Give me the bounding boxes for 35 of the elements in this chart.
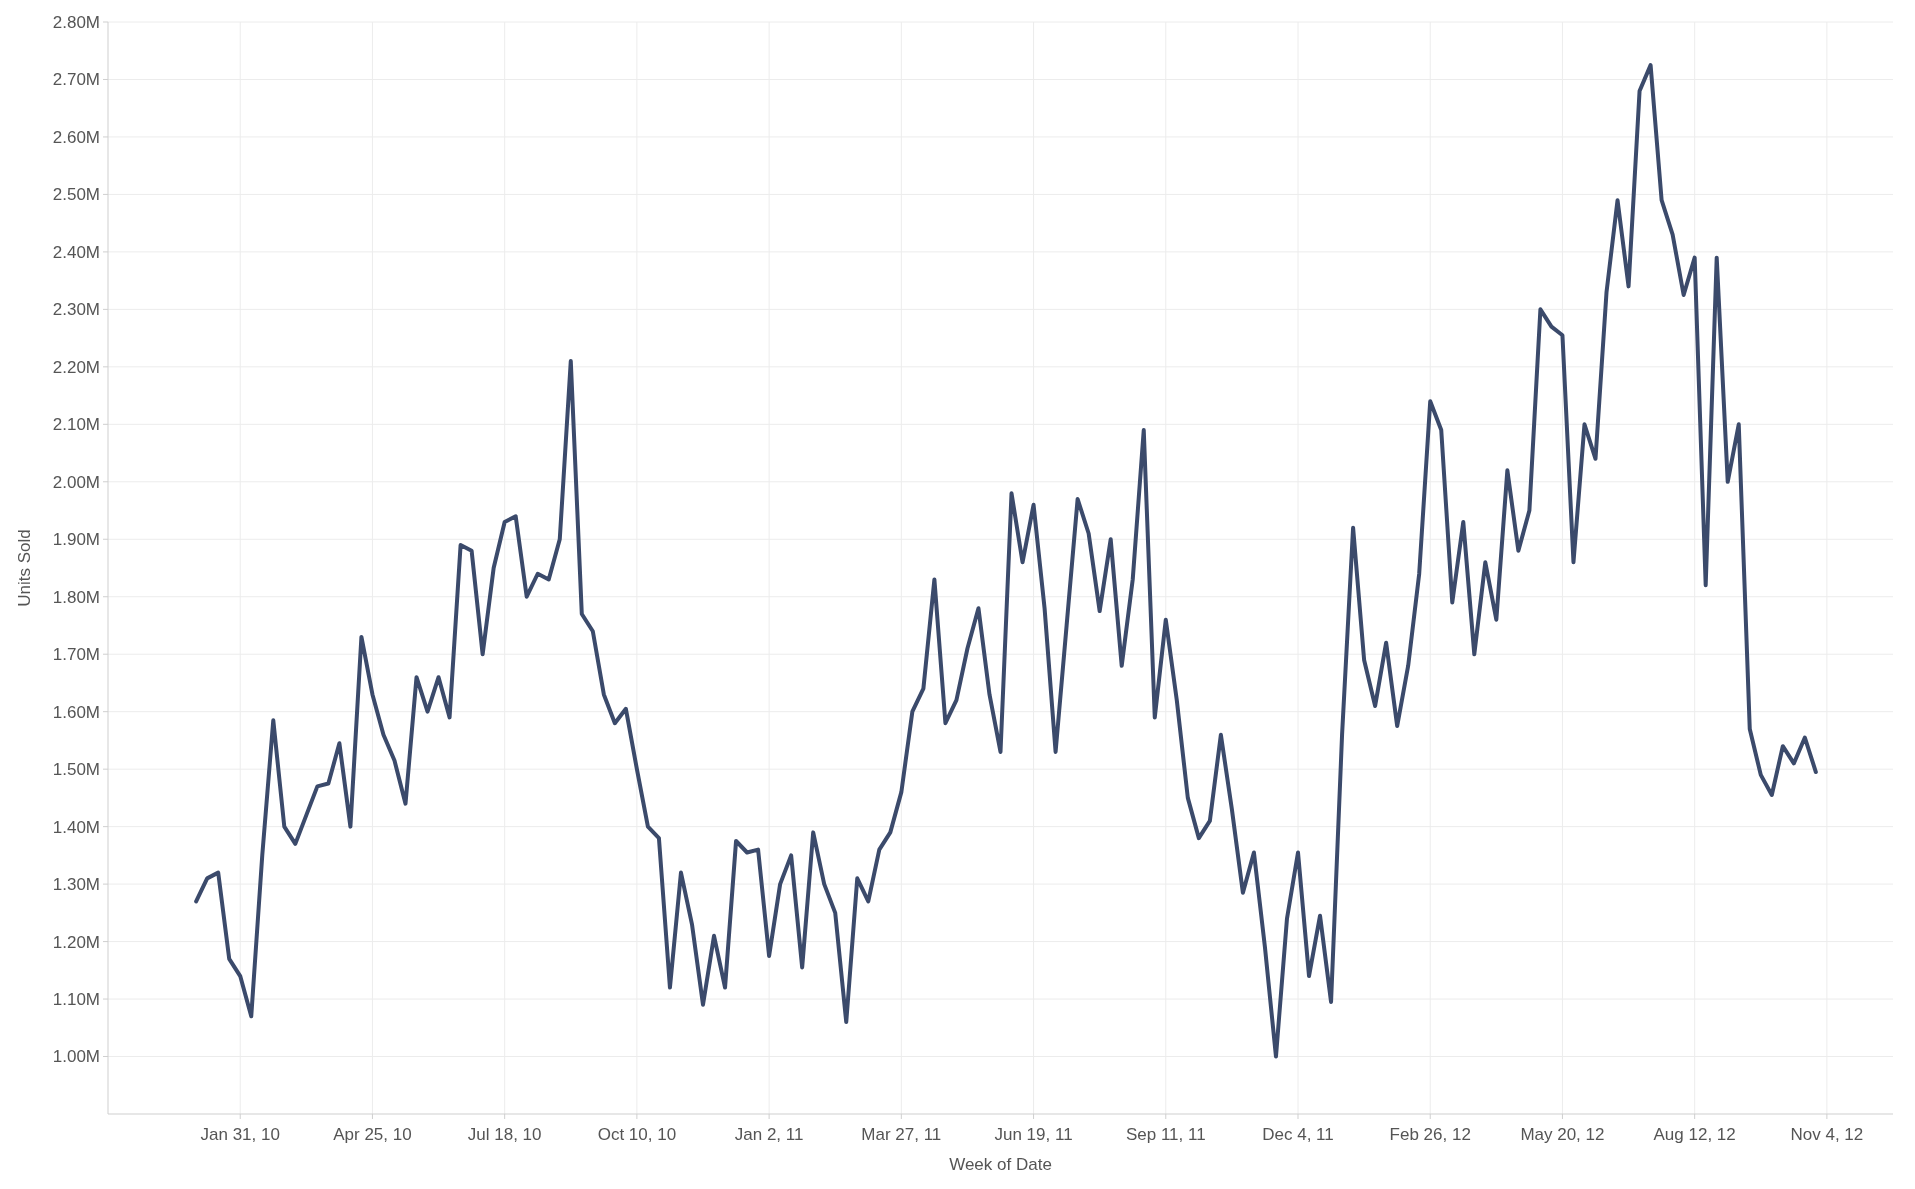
- y-tick-label: 1.50M: [52, 760, 100, 780]
- y-tick-label: 2.60M: [52, 127, 100, 147]
- y-tick-label: 2.70M: [52, 70, 100, 90]
- y-tick-label: 1.70M: [52, 645, 100, 665]
- x-tick-label: Nov 4, 12: [1790, 1125, 1864, 1144]
- y-tick-label: 1.10M: [52, 990, 100, 1009]
- x-tick-label: Jul 18, 10: [467, 1125, 542, 1144]
- x-axis-title: Week of Date: [949, 1155, 1052, 1174]
- x-tick-label: Dec 4, 11: [1262, 1125, 1334, 1144]
- x-tick-label: Jan 2, 11: [734, 1125, 804, 1144]
- y-tick-label: 1.00M: [52, 1047, 100, 1067]
- y-tick-label: 1.60M: [52, 702, 100, 722]
- y-tick-label: 2.20M: [52, 357, 100, 377]
- x-tick-label: Feb 26, 12: [1389, 1125, 1471, 1144]
- y-tick-label: 1.80M: [52, 587, 100, 607]
- y-axis-title: Units Sold: [15, 529, 34, 607]
- x-tick-label: May 20, 12: [1520, 1125, 1605, 1144]
- x-tick-label: Mar 27, 11: [861, 1125, 942, 1144]
- y-tick-label: 2.30M: [52, 300, 100, 320]
- y-tick-label: 1.30M: [52, 875, 100, 895]
- y-tick-label: 2.10M: [52, 415, 100, 435]
- y-tick-label: 1.90M: [52, 530, 100, 550]
- x-tick-label: Oct 10, 10: [597, 1125, 677, 1144]
- y-tick-label: 2.50M: [52, 185, 100, 205]
- x-tick-label: Aug 12, 12: [1653, 1125, 1736, 1144]
- x-tick-label: Jan 31, 10: [200, 1125, 280, 1144]
- y-tick-label: 2.40M: [52, 242, 100, 262]
- line-series: [194, 63, 1818, 1059]
- y-tick-label: 2.00M: [52, 472, 100, 492]
- y-tick-label: 1.20M: [52, 932, 100, 952]
- x-tick-label: Apr 25, 10: [333, 1125, 412, 1144]
- x-tick-label: Sep 11, 11: [1125, 1125, 1206, 1144]
- y-tick-label: 2.80M: [52, 12, 100, 32]
- y-tick-label: 1.40M: [52, 817, 100, 837]
- x-tick-label: Jun 19, 11: [994, 1125, 1073, 1144]
